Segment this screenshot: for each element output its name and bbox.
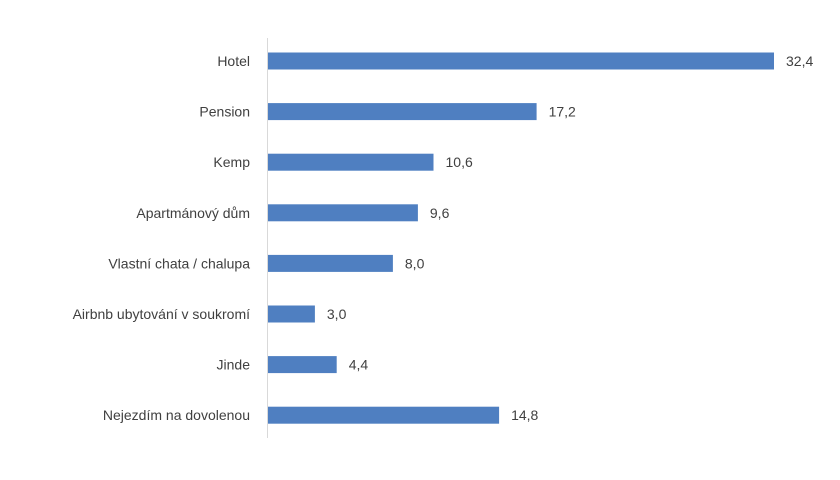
bar-6 [268,356,337,374]
category-labels: Hotel Pension Kemp Apartmánový dům Vlastní c… [73,53,251,423]
bar-7 [268,406,500,424]
value-label-1: 17,2 [549,104,576,120]
value-label-7: 14,8 [511,407,538,423]
bar-5 [268,305,315,323]
value-label-0: 32,4 [786,53,813,69]
value-labels: 32,4 17,2 10,6 9,6 8,0 3,0 4,4 14,8 [327,53,814,423]
value-label-6: 4,4 [349,357,369,373]
category-label-5: Airbnb ubytování v soukromí [73,306,251,322]
category-label-6: Jinde [217,357,251,373]
category-label-2: Kemp [213,154,250,170]
bar-1 [268,103,537,121]
category-label-4: Vlastní chata / chalupa [108,255,250,271]
category-label-7: Nejezdím na dovolenou [103,407,250,423]
value-label-3: 9,6 [430,205,450,221]
bar-2 [268,153,434,171]
bar-3 [268,204,418,222]
category-label-0: Hotel [217,53,250,69]
category-label-3: Apartmánový dům [136,205,250,221]
bars-group [268,52,774,424]
value-label-2: 10,6 [446,154,473,170]
value-label-4: 8,0 [405,255,425,271]
category-label-1: Pension [199,104,250,120]
bar-0 [268,52,774,70]
bar-4 [268,254,393,272]
value-label-5: 3,0 [327,306,347,322]
